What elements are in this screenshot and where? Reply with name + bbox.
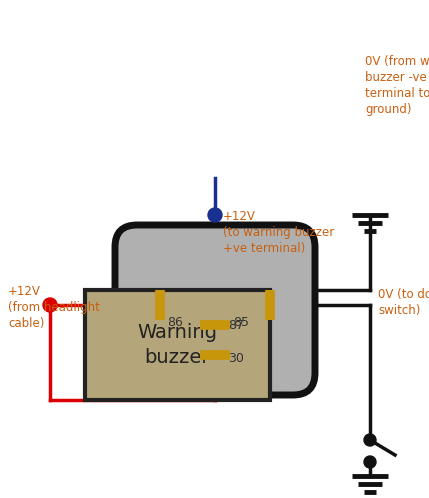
- Circle shape: [364, 456, 376, 468]
- Circle shape: [208, 208, 222, 222]
- Circle shape: [364, 434, 376, 446]
- Text: 85: 85: [233, 316, 249, 329]
- Text: 30: 30: [228, 352, 244, 365]
- Circle shape: [43, 298, 57, 312]
- Text: 0V (to door
switch): 0V (to door switch): [378, 288, 429, 317]
- Text: 0V (from warning
buzzer -ve
terminal to chassis
ground): 0V (from warning buzzer -ve terminal to …: [365, 55, 429, 116]
- Text: +12V
(from headlight
cable): +12V (from headlight cable): [8, 285, 100, 330]
- Text: Warning
buzzer: Warning buzzer: [137, 323, 217, 367]
- Text: +12V
(to warning buzzer
+ve terminal): +12V (to warning buzzer +ve terminal): [223, 210, 334, 255]
- Text: 87: 87: [228, 319, 244, 332]
- FancyBboxPatch shape: [85, 290, 270, 400]
- FancyBboxPatch shape: [115, 225, 315, 395]
- Text: 86: 86: [167, 316, 183, 329]
